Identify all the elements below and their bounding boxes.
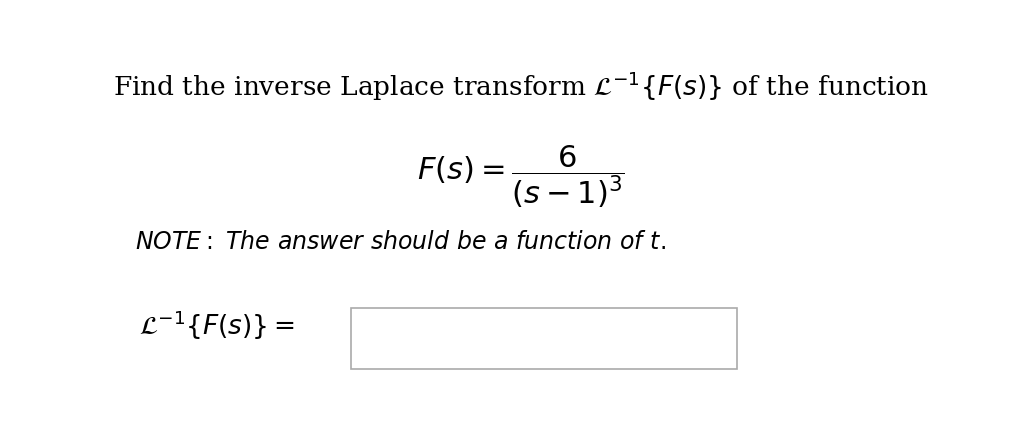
FancyBboxPatch shape [352,308,738,369]
Text: $F(s) = \dfrac{6}{(s-1)^3}$: $F(s) = \dfrac{6}{(s-1)^3}$ [417,143,625,210]
Text: Find the inverse Laplace transform $\mathcal{L}^{-1}\{F(s)\}$ of the function: Find the inverse Laplace transform $\mat… [113,69,929,103]
Text: $\mathcal{L}^{-1}\{F(s)\} = $: $\mathcal{L}^{-1}\{F(s)\} = $ [139,308,295,342]
Text: $\mathit{NOTE: \ The \ answer \ should \ be \ a \ function \ of \ t.}$: $\mathit{NOTE: \ The \ answer \ should \… [135,231,666,254]
